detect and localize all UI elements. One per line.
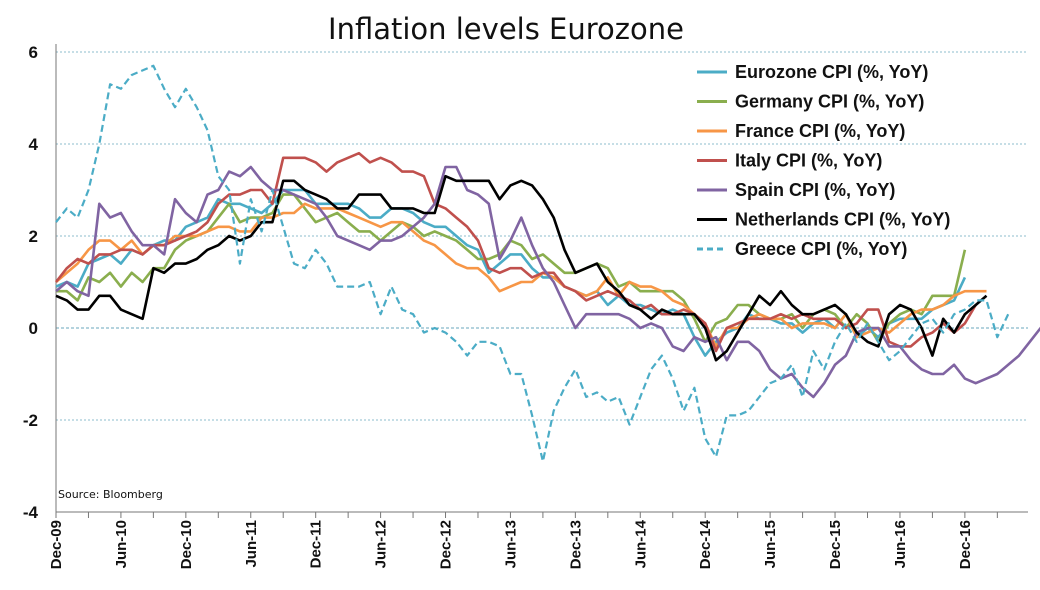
x-tick-label: Dec-15 (827, 520, 844, 569)
x-tick-label: Jun-16 (892, 520, 909, 568)
series-line-5 (55, 165, 1040, 399)
series-lines (54, 64, 1040, 463)
x-tick-label: Jun-14 (632, 519, 649, 568)
series-line-6 (55, 174, 988, 362)
legend-entry: Germany CPI (%, YoY) (735, 92, 924, 112)
legend-entry: Eurozone CPI (%, YoY) (735, 62, 928, 82)
legend: Eurozone CPI (%, YoY) Germany CPI (%, YoY… (697, 62, 950, 259)
x-tick-label: Dec-11 (308, 520, 325, 568)
y-tick-label: -2 (23, 411, 38, 430)
y-tick-label: 4 (29, 135, 39, 154)
x-tick-label: Dec-09 (48, 520, 65, 569)
series-line-4 (54, 151, 977, 353)
chart-title: Inflation levels Eurozone (328, 12, 684, 46)
legend-entry: Greece CPI (%, YoY) (735, 239, 907, 259)
x-tick-label: Dec-12 (438, 520, 455, 569)
x-tick-label: Dec-13 (567, 520, 584, 569)
y-tick-label: 2 (29, 227, 38, 246)
source-note: Source: Bloomberg (58, 488, 163, 501)
x-tick-label: Jun-10 (113, 520, 130, 568)
x-tick-label: Jun-11 (243, 520, 260, 568)
x-tick-label: Dec-10 (178, 520, 195, 569)
x-tick-label: Dec-14 (697, 519, 714, 569)
legend-entry: Italy CPI (%, YoY) (735, 151, 882, 171)
x-tick-label: Jun-13 (502, 520, 519, 568)
x-tick-label: Jun-12 (373, 520, 390, 568)
y-tick-label: 0 (29, 319, 38, 338)
axes: -4 -2 0 2 4 6 Dec-09 Jun-10 Dec-10 Jun-11 Dec-11 Ju… (23, 43, 1028, 569)
x-tick-label: Jun-15 (762, 520, 779, 568)
x-tick-label: Dec-16 (957, 520, 974, 569)
y-tick-label: 6 (29, 43, 38, 62)
series-line-7 (55, 64, 1010, 463)
series-line-3 (55, 202, 987, 348)
legend-entry: Netherlands CPI (%, YoY) (735, 210, 950, 230)
legend-entry: Spain CPI (%, YoY) (735, 180, 895, 200)
legend-entry: France CPI (%, YoY) (735, 121, 905, 141)
y-tick-label: -4 (23, 503, 39, 522)
